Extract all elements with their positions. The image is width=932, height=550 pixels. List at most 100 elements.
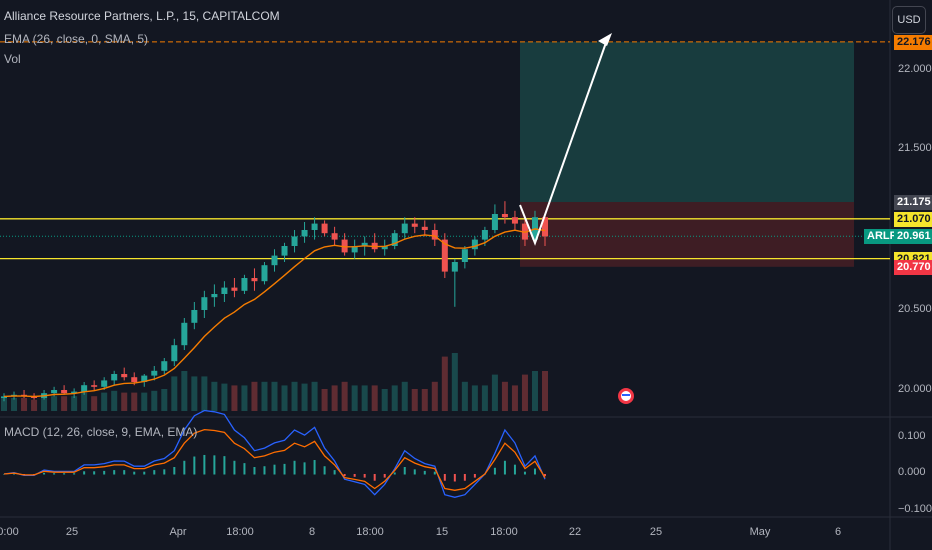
macd-histogram-bar xyxy=(373,474,376,481)
macd-histogram-bar xyxy=(213,455,216,475)
volume-bar xyxy=(0,398,8,411)
y-tick-label: 20.000 xyxy=(898,383,932,395)
macd-histogram-bar xyxy=(533,468,536,475)
volume-label[interactable]: Vol xyxy=(4,52,21,66)
macd-histogram-bar xyxy=(453,474,456,482)
macd-tick-label: −0.100 xyxy=(898,503,932,515)
candle-body xyxy=(191,310,198,323)
volume-bar xyxy=(51,396,58,411)
candle-body xyxy=(281,246,288,256)
x-tick-label: 25 xyxy=(65,526,79,538)
volume-bar xyxy=(271,381,278,411)
volume-bar xyxy=(491,374,498,411)
macd-histogram-bar xyxy=(3,474,5,475)
macd-histogram-bar xyxy=(544,474,546,477)
macd-histogram-bar xyxy=(173,467,176,475)
macd-histogram-bar xyxy=(103,470,106,475)
macd-histogram-bar xyxy=(433,471,436,475)
volume-bar xyxy=(141,392,148,411)
price-label: 20.961 xyxy=(894,229,932,245)
x-tick-label: 18:00 xyxy=(356,526,384,538)
volume-bar xyxy=(471,385,478,411)
macd-histogram-bar xyxy=(223,456,226,475)
projection-path[interactable] xyxy=(519,36,609,246)
candle-body xyxy=(441,239,448,272)
volume-bar xyxy=(111,390,118,411)
price-label: 21.070 xyxy=(894,211,932,227)
candle-body xyxy=(511,217,518,224)
macd-tick-label: 0.100 xyxy=(898,430,926,442)
x-tick-label: 15 xyxy=(435,526,449,538)
volume-bar xyxy=(461,381,468,411)
stop-zone[interactable] xyxy=(520,202,854,267)
candle-body xyxy=(491,214,498,230)
candle-body xyxy=(261,265,268,282)
y-tick-label: 20.500 xyxy=(898,303,932,315)
candle-body xyxy=(351,246,358,253)
candle-body xyxy=(541,217,549,237)
candle-body xyxy=(211,294,218,298)
macd-histogram-bar xyxy=(513,464,516,475)
candle-body xyxy=(51,390,58,394)
macd-histogram-bar xyxy=(183,460,186,475)
volume-bar xyxy=(281,385,288,411)
target-zone[interactable] xyxy=(520,41,854,203)
macd-histogram-bar xyxy=(43,472,46,475)
x-tick-label: 6 xyxy=(834,526,842,538)
y-tick-label: 22.000 xyxy=(898,63,932,75)
volume-bar xyxy=(241,385,248,411)
macd-histogram-bar xyxy=(113,470,116,475)
volume-bar xyxy=(341,381,348,411)
volume-bar xyxy=(331,385,338,411)
alert-clock-icon[interactable] xyxy=(618,388,634,404)
volume-bar xyxy=(171,376,178,411)
volume-bar xyxy=(31,399,38,411)
volume-bar xyxy=(191,376,198,411)
candle-body xyxy=(101,380,108,387)
volume-bar xyxy=(361,385,368,411)
chart-title: Alliance Resource Partners, L.P., 15, CA… xyxy=(4,9,280,23)
macd-tick-label: 0.000 xyxy=(898,466,926,478)
macd-histogram-bar xyxy=(353,474,356,477)
volume-bar xyxy=(161,389,168,411)
volume-bar xyxy=(391,385,398,411)
macd-pane xyxy=(3,409,546,498)
macd-histogram-bar xyxy=(383,474,386,478)
candle-body xyxy=(501,214,508,218)
macd-histogram-bar xyxy=(63,473,66,475)
macd-histogram-bar xyxy=(273,464,276,475)
volume-bar xyxy=(381,389,388,411)
macd-histogram-bar xyxy=(473,474,476,478)
candle-body xyxy=(311,223,318,230)
indicator-label[interactable]: EMA (26, close, 0, SMA, 5) xyxy=(4,32,149,46)
macd-histogram-bar xyxy=(363,474,366,478)
volume-bar xyxy=(481,385,488,411)
candle-body xyxy=(421,226,428,230)
macd-histogram-bar xyxy=(403,467,406,475)
x-tick-label: 25 xyxy=(649,526,663,538)
macd-histogram-bar xyxy=(203,454,206,475)
macd-line xyxy=(3,409,546,498)
macd-histogram-bar xyxy=(13,473,16,475)
macd-histogram-bar xyxy=(83,471,86,475)
x-tick-label: 18:00 xyxy=(490,526,518,538)
volume-bar xyxy=(321,389,328,411)
volume-bar xyxy=(211,381,218,411)
candle-body xyxy=(291,236,298,246)
candle-body xyxy=(221,287,228,294)
candle-body xyxy=(61,390,68,394)
macd-label[interactable]: MACD (12, 26, close, 9, EMA, EMA) xyxy=(4,425,198,439)
volume-bar xyxy=(11,398,18,411)
y-tick-label: 21.500 xyxy=(898,142,932,154)
candle-body xyxy=(271,255,278,266)
macd-histogram-bar xyxy=(93,471,96,475)
signal-line xyxy=(3,428,546,491)
currency-button[interactable]: USD xyxy=(892,6,926,34)
candle-body xyxy=(201,297,208,310)
volume-bar xyxy=(181,371,188,411)
macd-histogram-bar xyxy=(413,469,416,475)
macd-histogram-bar xyxy=(293,460,296,475)
x-tick-label: 18:00 xyxy=(226,526,254,538)
